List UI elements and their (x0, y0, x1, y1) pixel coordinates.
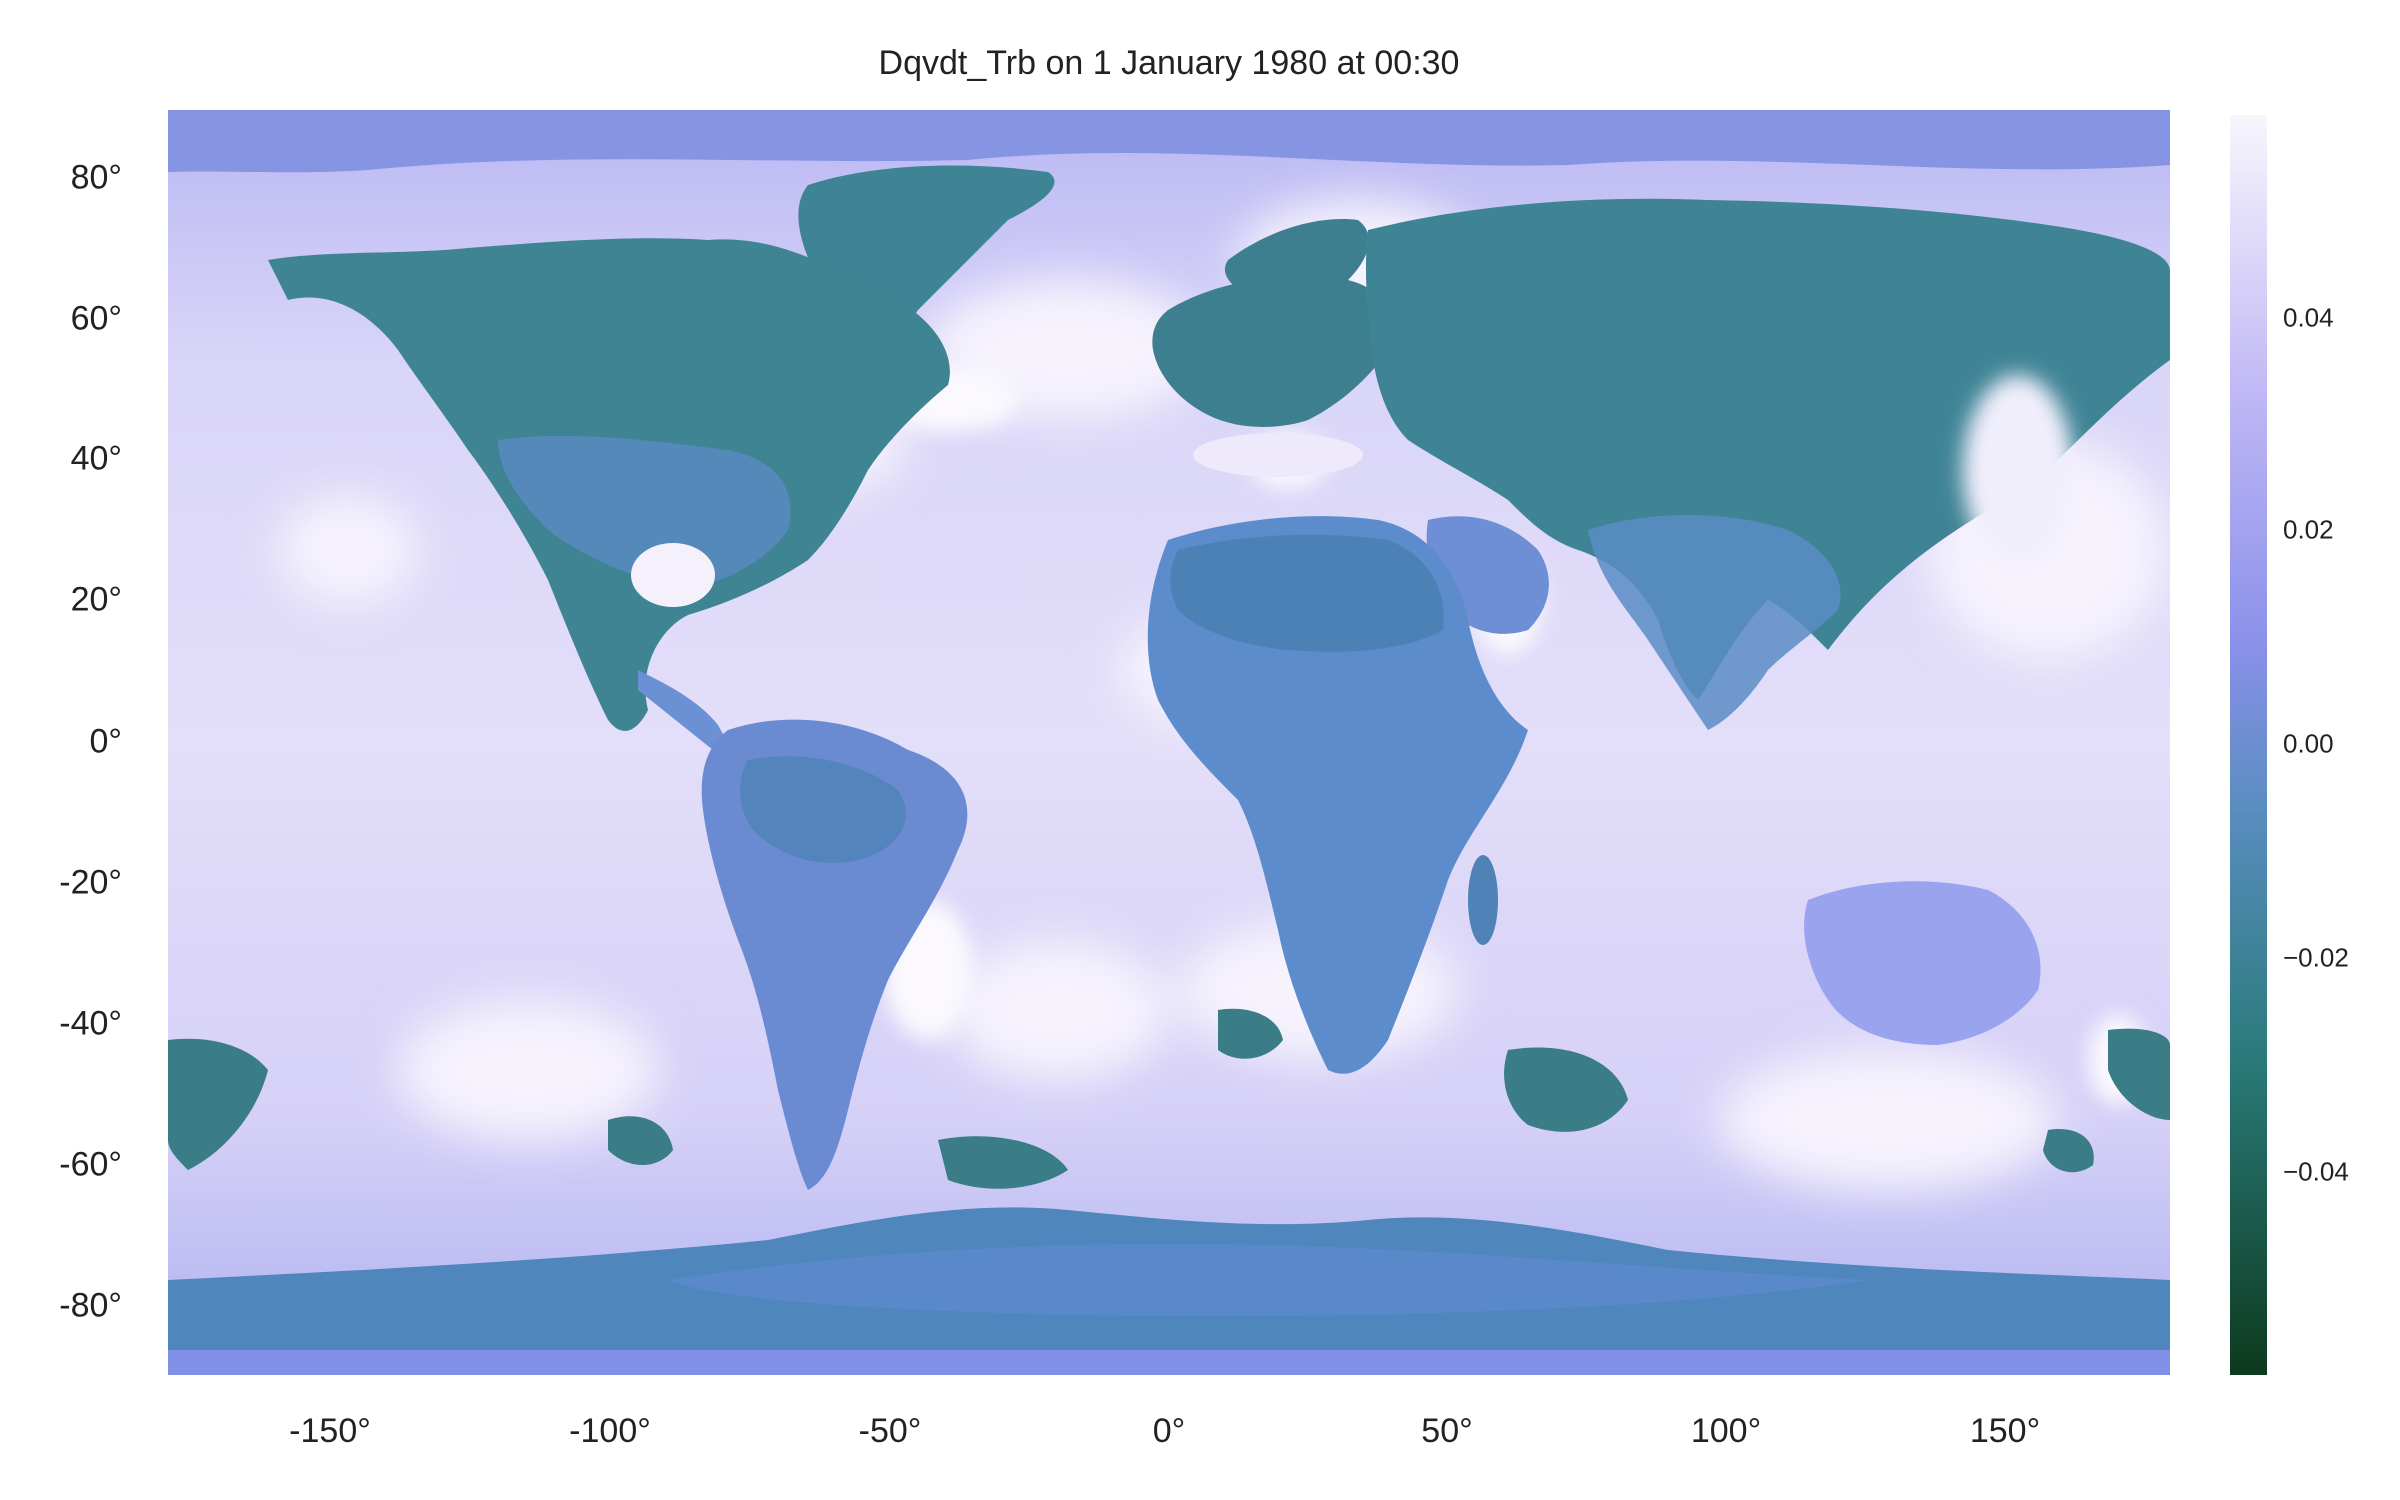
colorbar (2230, 115, 2267, 1375)
y-tick-label: 20° (70, 580, 122, 619)
x-tick-label: -100° (569, 1412, 651, 1450)
x-tick-label: 50° (1421, 1412, 1473, 1450)
gulf-of-mexico (631, 543, 715, 607)
africa (1147, 516, 1528, 1074)
x-tick-label: 0° (1152, 1412, 1186, 1450)
sea-of-japan (1963, 375, 2073, 565)
south-asia (1588, 515, 1841, 730)
southern-ocean-patches (168, 1008, 2170, 1189)
arctic-band (168, 110, 2170, 173)
y-tick-label: -20° (59, 863, 122, 902)
europe (1152, 276, 1392, 427)
y-tick-label: -60° (59, 1145, 122, 1184)
colorbar-tick-label: −0.02 (2283, 942, 2349, 973)
madagascar (1468, 855, 1498, 945)
x-tick-label: -150° (289, 1412, 371, 1450)
colorbar-tick-label: −0.04 (2283, 1156, 2349, 1187)
x-tick-label: 100° (1690, 1412, 1762, 1450)
y-tick-label: 60° (70, 299, 122, 338)
y-tick-label: -40° (59, 1004, 122, 1043)
map-plot-area (168, 110, 2170, 1375)
sahara (1170, 534, 1444, 652)
x-tick-label: -50° (858, 1412, 922, 1450)
colorbar-tick-label: 0.04 (2283, 302, 2334, 333)
y-tick-label: 0° (89, 722, 122, 761)
scandinavia (1224, 219, 1369, 300)
y-tick-label: 80° (70, 158, 122, 197)
colorbar-gradient (2230, 115, 2267, 1375)
chart-title: Dqvdt_Trb on 1 January 1980 at 00:30 (878, 44, 1460, 82)
australia (1804, 881, 2041, 1045)
antarctic-plateau (668, 1243, 1868, 1317)
x-tick-label: 150° (1969, 1412, 2041, 1450)
amazon-basin (740, 756, 906, 864)
colorbar-tick-label: 0.02 (2283, 514, 2334, 545)
asia (1365, 198, 2170, 700)
y-tick-label: -80° (59, 1286, 122, 1325)
colorbar-svg (2230, 115, 2267, 1375)
mediterranean-sea (1193, 433, 1363, 477)
y-tick-label: 40° (70, 439, 122, 478)
north-america-interior (498, 435, 791, 590)
antarctic-edge (168, 1350, 2170, 1375)
colorbar-tick-label: 0.00 (2283, 728, 2334, 759)
map-svg (168, 110, 2170, 1375)
